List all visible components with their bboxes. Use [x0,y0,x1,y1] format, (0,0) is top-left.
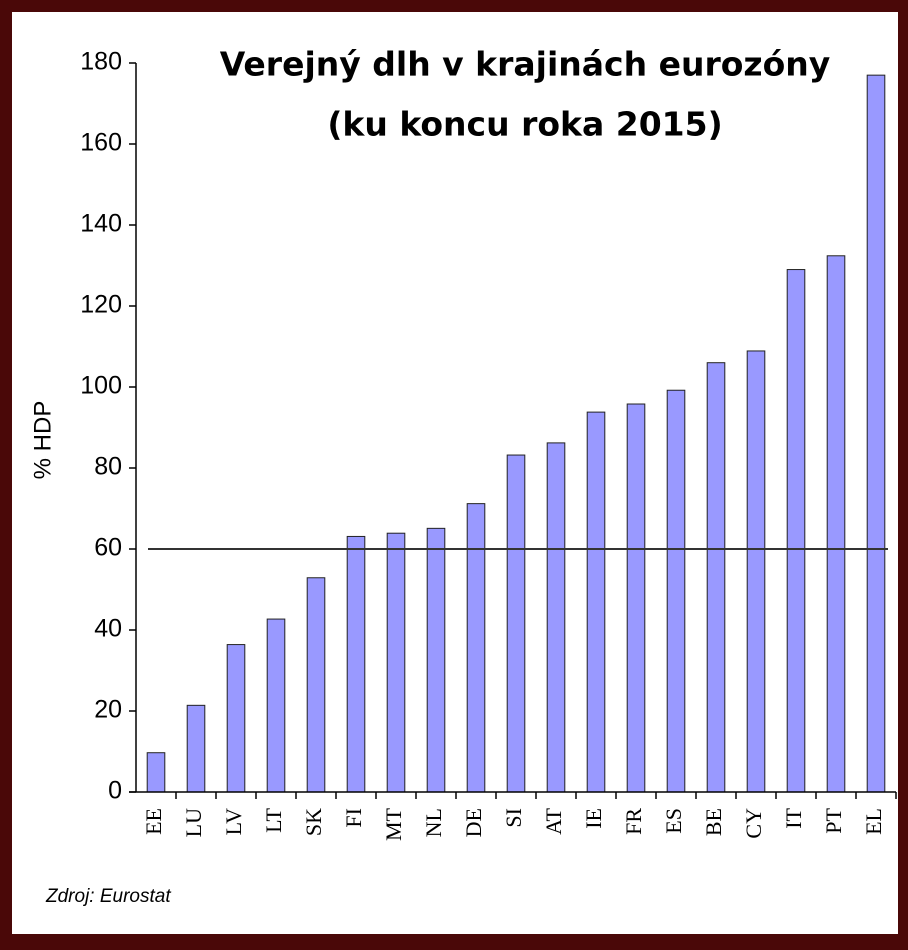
source: Zdroj: Eurostat [45,886,171,907]
x-tick-label: DE [461,808,486,837]
bar [306,577,326,793]
bar [346,535,366,793]
bar [386,532,406,793]
bar [546,442,566,793]
x-tick-label: PT [821,807,846,833]
chart-subtitle: (ku koncu roka 2015) [327,105,722,144]
x-tick-label: NL [421,808,446,837]
x-tick-label: EL [861,808,886,835]
y-tick-label: 40 [94,615,122,643]
y-tick-label: 60 [94,534,122,562]
x-tick-label: LV [221,808,246,835]
x-tick-label: IT [781,807,806,828]
x-tick-label: CY [741,808,766,839]
y-tick-label: 0 [108,777,122,805]
x-tick-label: ES [661,808,686,834]
x-tick-label: IE [581,808,606,829]
bar [146,752,166,793]
bar [666,389,686,793]
bar [506,454,526,793]
y-tick-label: 20 [94,696,122,724]
bar [866,74,886,793]
y-tick-label: 100 [80,372,122,400]
y-tick-label: 140 [80,210,122,238]
y-tick-label: 180 [80,48,122,76]
x-tick-label: AT [541,807,566,834]
x-tick-label: BE [701,808,726,836]
x-tick-label: LT [261,807,286,832]
y-tick-label: 120 [80,291,122,319]
bar [626,403,646,793]
bar [466,503,486,793]
x-tick-label: FR [621,808,646,835]
bar [826,255,846,793]
x-tick-label: FI [341,808,366,828]
x-tick-label: MT [381,807,406,841]
bar [786,269,806,793]
y-axis-label: % HDP [29,401,56,480]
y-tick-label: 160 [80,129,122,157]
bar [706,362,726,793]
bar [226,644,246,793]
bar [586,411,606,793]
x-tick-label: LU [181,808,206,837]
chart-title: Verejný dlh v krajinách eurozóny [220,45,831,84]
bar [746,350,766,793]
y-tick-label: 80 [94,453,122,481]
x-tick-label: SK [301,808,326,836]
x-tick-label: EE [141,808,166,835]
x-tick-label: SI [501,808,526,828]
bar [426,527,446,793]
bar [266,618,286,793]
bar [186,704,206,793]
